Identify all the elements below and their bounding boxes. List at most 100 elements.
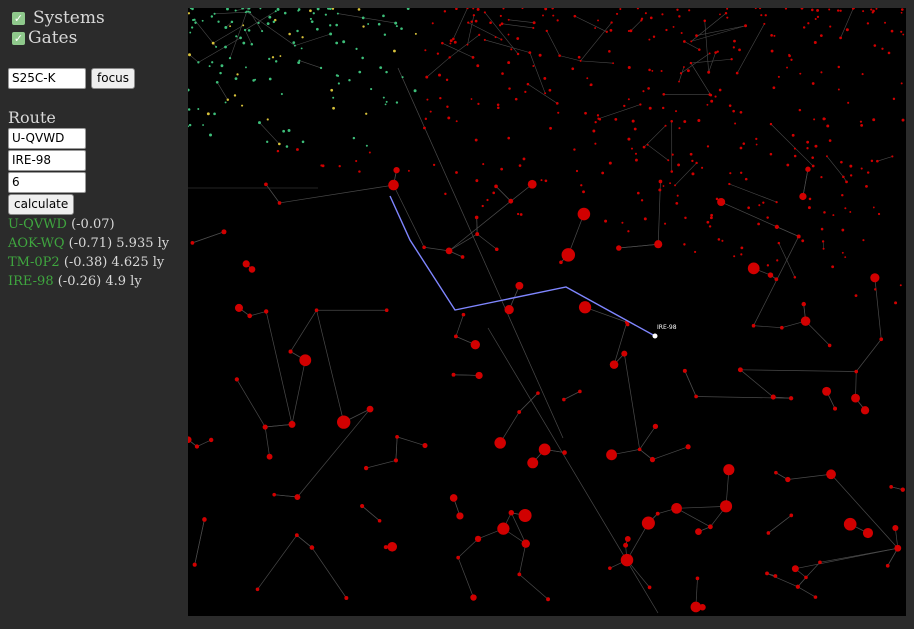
system-node[interactable] [849,211,852,213]
system-node[interactable] [540,179,543,182]
system-node[interactable] [734,122,737,125]
system-node[interactable] [647,585,652,590]
system-node[interactable] [643,217,647,221]
system-node[interactable] [608,161,612,165]
system-node[interactable] [707,524,713,530]
system-node[interactable] [822,386,832,396]
system-node[interactable] [472,8,475,10]
system-node[interactable] [188,12,191,15]
system-node[interactable] [474,138,478,142]
system-node[interactable] [268,15,272,19]
system-node[interactable] [562,397,566,402]
system-node[interactable] [680,31,683,35]
system-node[interactable] [775,200,778,204]
system-node[interactable] [422,245,426,250]
system-node[interactable] [698,48,701,51]
system-node[interactable] [842,175,845,179]
system-node[interactable] [747,262,760,275]
system-node[interactable] [614,117,618,121]
system-node[interactable] [766,216,769,219]
system-node[interactable] [236,73,239,76]
system-node[interactable] [621,221,624,224]
system-node[interactable] [542,14,544,17]
system-node[interactable] [726,16,729,19]
system-node[interactable] [274,60,278,63]
system-node[interactable] [678,80,680,83]
system-node[interactable] [188,123,192,127]
system-node[interactable] [881,47,884,50]
system-node[interactable] [851,393,860,403]
system-node[interactable] [813,40,817,44]
system-node[interactable] [518,508,532,522]
system-node[interactable] [461,312,466,317]
system-node[interactable] [489,21,492,25]
system-node[interactable] [245,66,247,69]
system-node[interactable] [335,74,339,77]
system-node[interactable] [249,11,252,14]
system-node[interactable] [296,29,299,33]
system-node[interactable] [355,159,358,163]
system-node[interactable] [220,64,224,68]
gates-checkbox[interactable]: ✓ [12,31,25,45]
system-node[interactable] [449,39,453,43]
system-node[interactable] [686,69,690,73]
system-node[interactable] [500,167,504,171]
system-node[interactable] [755,143,758,146]
system-node[interactable] [507,18,510,21]
system-node[interactable] [762,201,765,204]
system-node[interactable] [297,61,301,65]
system-node[interactable] [424,117,428,121]
system-node[interactable] [763,22,766,25]
system-node[interactable] [272,492,277,497]
system-node[interactable] [252,79,255,82]
system-node[interactable] [545,29,548,33]
system-node[interactable] [823,211,826,214]
system-node[interactable] [384,103,387,106]
system-node[interactable] [266,453,273,460]
system-node[interactable] [827,343,832,348]
system-node[interactable] [234,9,237,12]
system-node[interactable] [188,108,191,111]
system-node[interactable] [233,94,237,97]
system-node[interactable] [606,449,617,461]
system-node[interactable] [672,25,675,28]
system-node[interactable] [691,159,694,163]
system-node[interactable] [352,136,356,140]
system-node[interactable] [221,229,227,235]
system-node[interactable] [685,444,691,450]
system-node[interactable] [393,458,398,463]
system-node[interactable] [296,148,299,151]
route-jumps-input[interactable]: 6 [8,172,86,193]
system-node[interactable] [808,197,812,201]
system-node[interactable] [649,16,653,20]
system-node[interactable] [689,152,693,156]
system-node[interactable] [733,39,736,43]
system-node[interactable] [293,44,296,47]
system-node[interactable] [578,389,582,394]
system-node[interactable] [871,11,874,14]
system-node[interactable] [320,164,323,167]
system-node[interactable] [370,87,373,91]
system-node[interactable] [532,65,535,67]
system-node[interactable] [845,180,848,184]
system-node[interactable] [285,145,289,148]
system-node[interactable] [847,101,850,104]
system-node[interactable] [592,129,596,133]
system-node[interactable] [507,61,511,65]
system-node[interactable] [774,277,779,282]
system-node[interactable] [580,184,583,187]
system-node[interactable] [367,23,370,25]
system-node[interactable] [892,97,896,101]
system-node[interactable] [833,406,838,411]
system-node[interactable] [655,511,660,516]
system-node[interactable] [477,102,480,106]
system-node[interactable] [301,140,305,144]
system-node[interactable] [789,513,794,518]
system-node[interactable] [801,239,805,243]
system-node[interactable] [770,49,774,53]
system-node[interactable] [624,536,631,542]
system-node[interactable] [739,146,743,150]
system-node[interactable] [889,484,893,489]
system-node[interactable] [730,58,733,61]
system-node[interactable] [664,222,667,225]
